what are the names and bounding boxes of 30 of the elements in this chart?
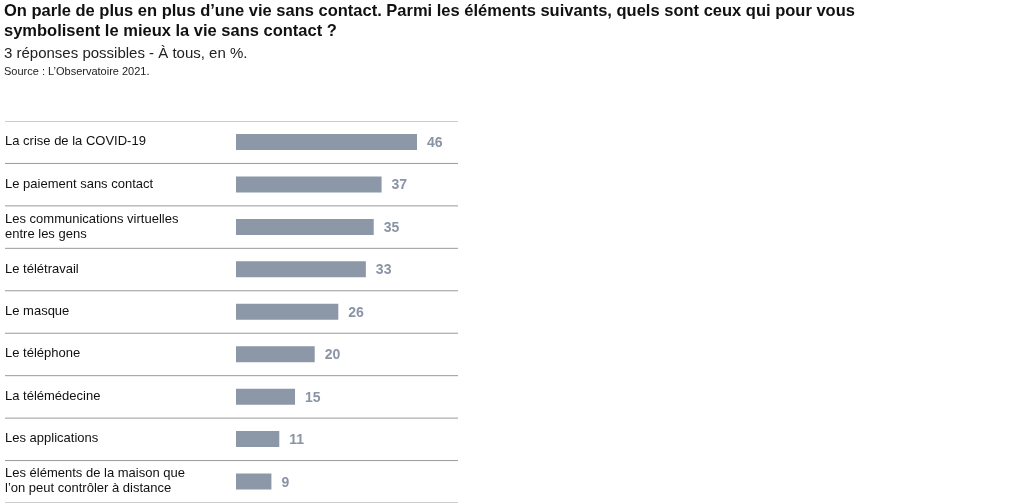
data-label: 35 [383, 218, 400, 235]
bar [236, 388, 296, 405]
data-label: 20 [324, 346, 341, 363]
y-tick-label: Les communications virtuelles entre les gens [5, 211, 179, 242]
y-tick-label: Le masque [5, 303, 70, 319]
bar [236, 431, 280, 448]
chart-title: On parle de plus en plus d’une vie sans contact. Parmi les éléments suivants, quels sont ceux qui pour vous symbolisent le mieux la vie sans contact ? [4, 0, 856, 40]
y-tick-label: La télémédecine [5, 388, 101, 404]
data-label: 26 [348, 303, 365, 320]
bar [236, 303, 339, 320]
bar [236, 473, 272, 490]
y-tick-label: Le télétravail [5, 260, 79, 276]
bar [236, 134, 417, 150]
bar [236, 176, 382, 193]
data-label: 9 [281, 473, 290, 490]
data-label: 33 [375, 261, 392, 278]
y-tick-label: La crise de la COVID-19 [5, 133, 146, 149]
bar [236, 218, 374, 235]
bar [236, 346, 315, 363]
y-tick-label: Les applications [5, 430, 99, 446]
data-label: 46 [427, 133, 443, 150]
source-note: Source : L’Observatoire 2021. [4, 65, 150, 77]
y-tick-label: Les éléments de la maison que l’on peut contrôler à distance [5, 465, 185, 496]
chart-subtitle: 3 réponses possibles - À tous, en %. [4, 44, 248, 61]
y-tick-label: Le téléphone [5, 345, 81, 361]
data-label: 37 [391, 176, 408, 193]
bar [236, 261, 366, 278]
y-tick-label: Le paiement sans contact [5, 176, 154, 192]
data-label: 15 [305, 388, 321, 405]
data-label: 11 [289, 431, 305, 448]
